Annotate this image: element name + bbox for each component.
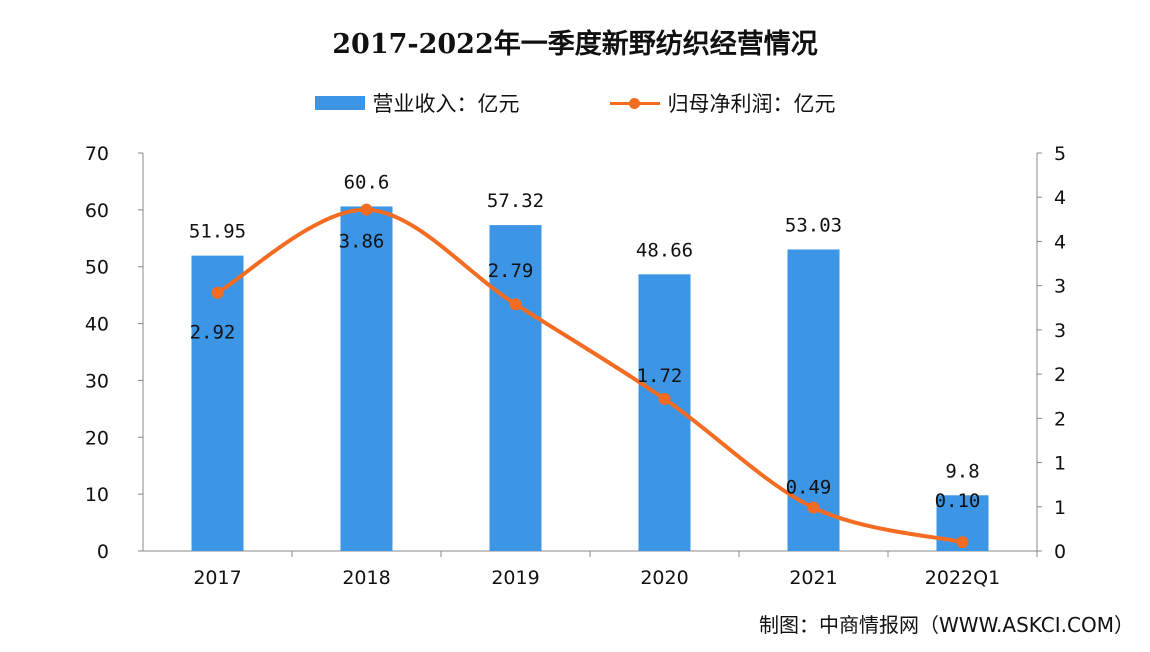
right-tick-label: 2 [1054,364,1066,386]
left-tick-label: 70 [85,143,109,165]
line-data-label: 2.92 [190,322,236,344]
line-swatch [609,96,660,110]
legend-item-profit: 归母净利润：亿元 [609,88,836,118]
left-tick-label: 30 [85,370,109,392]
right-tick-label: 5 [1054,143,1066,165]
right-tick-label: 2 [1054,408,1066,430]
profit-point-2017 [211,286,224,299]
x-tick-label: 2022Q1 [925,567,1000,589]
left-tick-label: 20 [85,427,109,449]
right-tick-label: 0 [1054,541,1066,563]
bar-2018 [340,206,393,551]
profit-point-2019 [509,298,522,311]
x-tick-label: 2017 [193,567,241,589]
right-tick-label: 1 [1054,453,1066,475]
bar-data-label: 48.66 [636,239,693,261]
left-tick-label: 40 [85,314,109,336]
left-tick-label: 60 [85,200,109,222]
line-data-label: 2.79 [488,260,534,282]
line-data-label: 0.10 [935,490,981,512]
bar-data-label: 51.95 [189,221,246,243]
left-tick-label: 0 [97,541,109,563]
bar-data-label: 57.32 [487,190,544,212]
bar-data-label: 60.6 [344,171,390,193]
profit-point-2020 [658,392,671,405]
bar-2017 [191,255,244,551]
bar-data-label: 9.8 [945,460,979,482]
right-tick-label: 3 [1054,320,1066,342]
left-tick-label: 10 [85,484,109,506]
bar-2021 [787,249,840,551]
x-tick-label: 2019 [491,567,539,589]
x-tick-label: 2021 [789,567,837,589]
legend-label: 营业收入：亿元 [372,92,520,116]
line-data-label: 0.49 [786,477,832,499]
right-tick-label: 3 [1054,276,1066,298]
profit-point-2022Q1 [956,536,969,549]
bar-2019 [489,225,542,552]
line-data-label: 1.72 [637,365,683,387]
x-tick-label: 2018 [342,567,390,589]
legend: 营业收入：亿元 归母净利润：亿元 [0,88,1150,118]
profit-line [216,207,963,545]
x-tick-label: 2020 [640,567,688,589]
profit-point-2018 [360,203,373,216]
right-tick-label: 4 [1054,187,1066,209]
source-note: 制图：中商情报网（WWW.ASKCI.COM） [759,613,1134,637]
bar-data-label: 53.03 [785,214,842,236]
right-tick-label: 1 [1054,497,1066,519]
bar-swatch [314,96,365,110]
chart-title: 2017-2022年一季度新野纺织经营情况 [332,29,818,60]
line-data-label: 3.86 [339,231,385,253]
legend-item-revenue: 营业收入：亿元 [314,88,520,118]
right-tick-label: 4 [1054,231,1066,253]
legend-label: 归母净利润：亿元 [667,92,836,116]
profit-point-2021 [807,501,820,514]
left-tick-label: 50 [85,257,109,279]
